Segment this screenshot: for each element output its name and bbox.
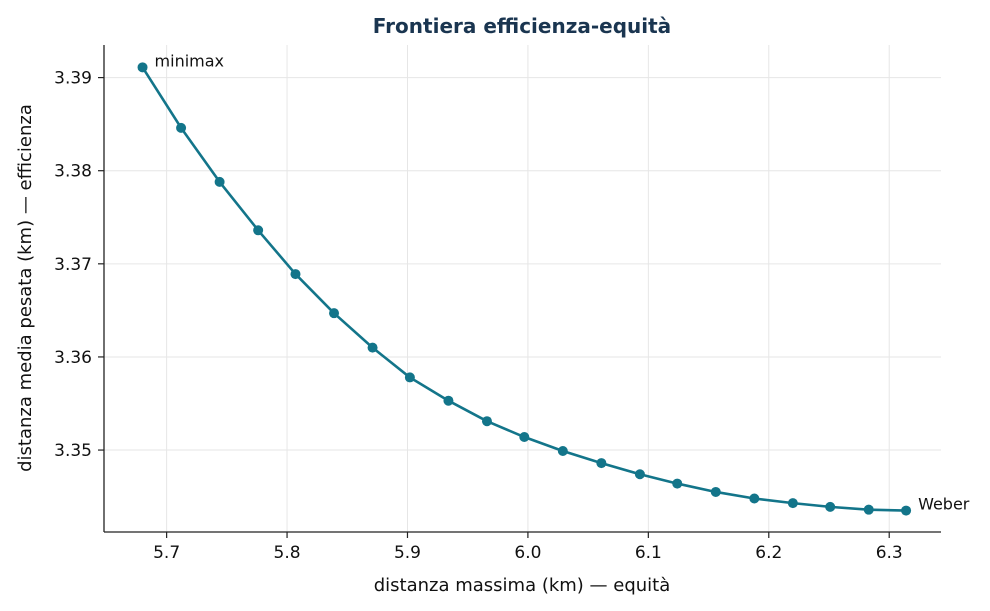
annotation-label: Weber [918, 495, 970, 514]
data-point [481, 416, 492, 427]
data-point [137, 62, 148, 73]
x-tick-label: 5.9 [394, 543, 421, 563]
x-tick-label: 6.2 [755, 543, 782, 563]
data-point [901, 505, 912, 516]
data-point [367, 342, 378, 353]
y-tick-label: 3.35 [54, 441, 92, 461]
data-point [863, 504, 874, 515]
data-point [176, 122, 187, 133]
data-point [253, 225, 264, 236]
y-tick-label: 3.36 [54, 348, 92, 368]
data-point [596, 458, 607, 469]
series-line [141, 66, 907, 512]
data-point [290, 269, 301, 280]
grid [104, 45, 941, 532]
data-point [557, 445, 568, 456]
annotation-label: minimax [155, 51, 224, 70]
data-point [214, 176, 225, 187]
x-axis-label: distanza massima (km) — equità [374, 575, 671, 596]
data-point [443, 395, 454, 406]
data-point [672, 478, 683, 489]
y-tick-label: 3.39 [54, 69, 92, 89]
x-tick-label: 6.3 [876, 543, 903, 563]
x-tick-label: 5.7 [153, 543, 180, 563]
data-point [329, 308, 340, 319]
data-point [404, 372, 415, 383]
axes-spines [103, 45, 941, 533]
series [137, 62, 912, 516]
y-axis-label: distanza media pesata (km) — efficienza [15, 104, 36, 472]
x-tick-label: 6.1 [635, 543, 662, 563]
data-point [787, 498, 798, 509]
data-point [634, 469, 645, 480]
data-point [749, 493, 760, 504]
y-tick-label: 3.38 [54, 162, 92, 182]
x-tick-label: 5.8 [274, 543, 301, 563]
data-point [710, 486, 721, 497]
data-point [519, 432, 530, 443]
x-tick-label: 6.0 [514, 543, 541, 563]
y-tick-label: 3.37 [54, 255, 92, 275]
annotations: minimax Weber [155, 51, 970, 513]
ticks: 5.7 5.8 5.9 6.0 6.1 6.2 6.3 3.35 3.36 3.37 3.38 3.3… [54, 69, 903, 563]
chart-title: Frontiera efficienza-equità [373, 14, 671, 38]
data-point [825, 501, 836, 512]
